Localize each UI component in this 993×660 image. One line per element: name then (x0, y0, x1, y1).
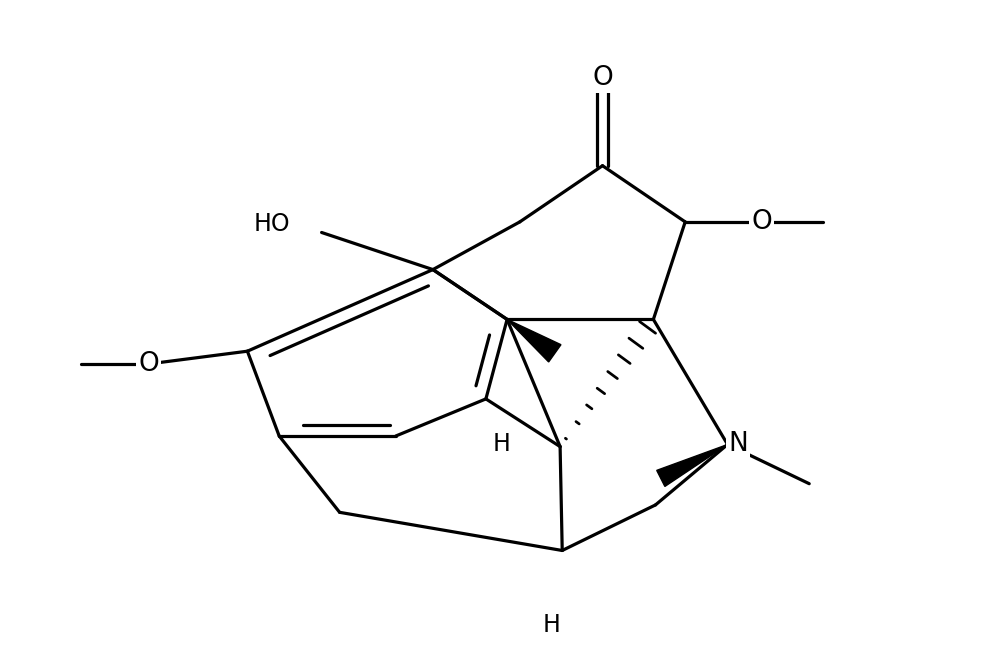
Polygon shape (656, 444, 728, 486)
Polygon shape (507, 319, 561, 362)
Text: O: O (592, 65, 613, 90)
Text: H: H (543, 612, 561, 637)
Text: O: O (751, 209, 772, 235)
Text: O: O (138, 351, 159, 377)
Text: HO: HO (253, 212, 290, 236)
Text: H: H (493, 432, 510, 457)
Text: N: N (728, 432, 748, 457)
